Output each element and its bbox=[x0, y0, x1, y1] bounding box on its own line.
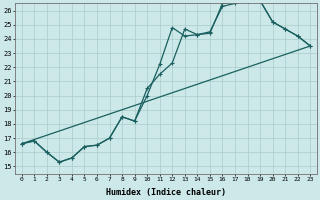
X-axis label: Humidex (Indice chaleur): Humidex (Indice chaleur) bbox=[106, 188, 226, 197]
